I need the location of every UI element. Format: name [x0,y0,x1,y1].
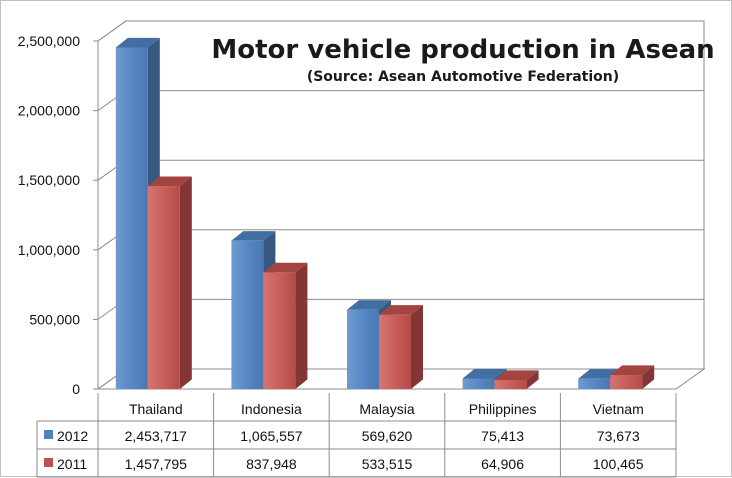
bar-top [231,231,276,241]
y-tick-label: 1,000,000 [18,242,80,258]
data-label: 1,457,795 [125,456,187,472]
bar-top [379,305,423,315]
bar-2011-vietnam [610,365,655,389]
bar-front [147,186,180,389]
x-category-label: Thailand [129,401,183,417]
bar-top [263,262,308,273]
legend-label-2011: 2011 [57,456,87,472]
data-label: 75,413 [481,428,524,444]
chart-subtitle: (Source: Asean Automotive Federation) [307,69,619,85]
gridline [97,90,704,112]
bar-front [115,47,148,389]
y-tick-label: 2,500,000 [18,33,80,49]
data-label: 100,465 [593,456,644,472]
bar-front [379,314,411,389]
data-label: 2,453,717 [125,428,187,444]
bar-top [610,365,655,376]
data-label: 533,515 [362,456,413,472]
y-tick-label: 0 [72,381,80,397]
bar-2011-philippines [494,370,539,389]
bar-front [347,309,379,389]
bar-top [462,368,507,379]
legend-label-2012: 2012 [57,428,88,444]
bar-2011-malaysia [379,305,423,389]
bar-side [642,365,655,389]
data-label: 64,906 [481,456,524,472]
data-label: 73,673 [597,428,640,444]
chart-title: Motor vehicle production in Asean [211,35,714,65]
data-table: Thailand Indonesia Malaysia Philippines Viet… [36,393,677,478]
x-category-label: Malaysia [359,401,414,417]
bar-side [411,305,423,389]
x-category-label: Vietnam [593,401,644,417]
data-label: 1,065,557 [240,428,302,444]
legend-key-2011 [44,458,53,467]
legend-key-2012 [44,430,53,439]
y-axis-tick-labels: 0 500,000 1,000,000 1,500,000 2,000,000 2,500… [18,33,81,397]
bar-top [115,37,160,48]
bar-top [147,176,192,187]
y-tick-label: 2,000,000 [18,103,80,119]
data-label: 569,620 [362,428,413,444]
title-group: Motor vehicle production in Asean (Sourc… [211,35,714,85]
bar-front [231,240,264,389]
bar-top [347,300,391,310]
bar-2011-thailand [147,176,192,389]
bar-side [295,262,308,389]
gridline [97,20,704,42]
bar-front [578,378,611,389]
bar-2011-indonesia [263,262,308,389]
bar-side [526,370,539,389]
data-label: 837,948 [246,456,297,472]
bar-front [462,378,495,389]
bar-front [610,375,643,389]
bar-front [263,272,296,389]
bar-top [494,370,539,380]
bar-front [494,379,527,389]
bar-side [179,176,192,389]
y-tick-label: 1,500,000 [18,172,80,188]
x-category-label: Indonesia [241,401,302,417]
y-tick-label: 500,000 [29,311,80,327]
bars [115,37,655,390]
x-category-label: Philippines [469,401,537,417]
